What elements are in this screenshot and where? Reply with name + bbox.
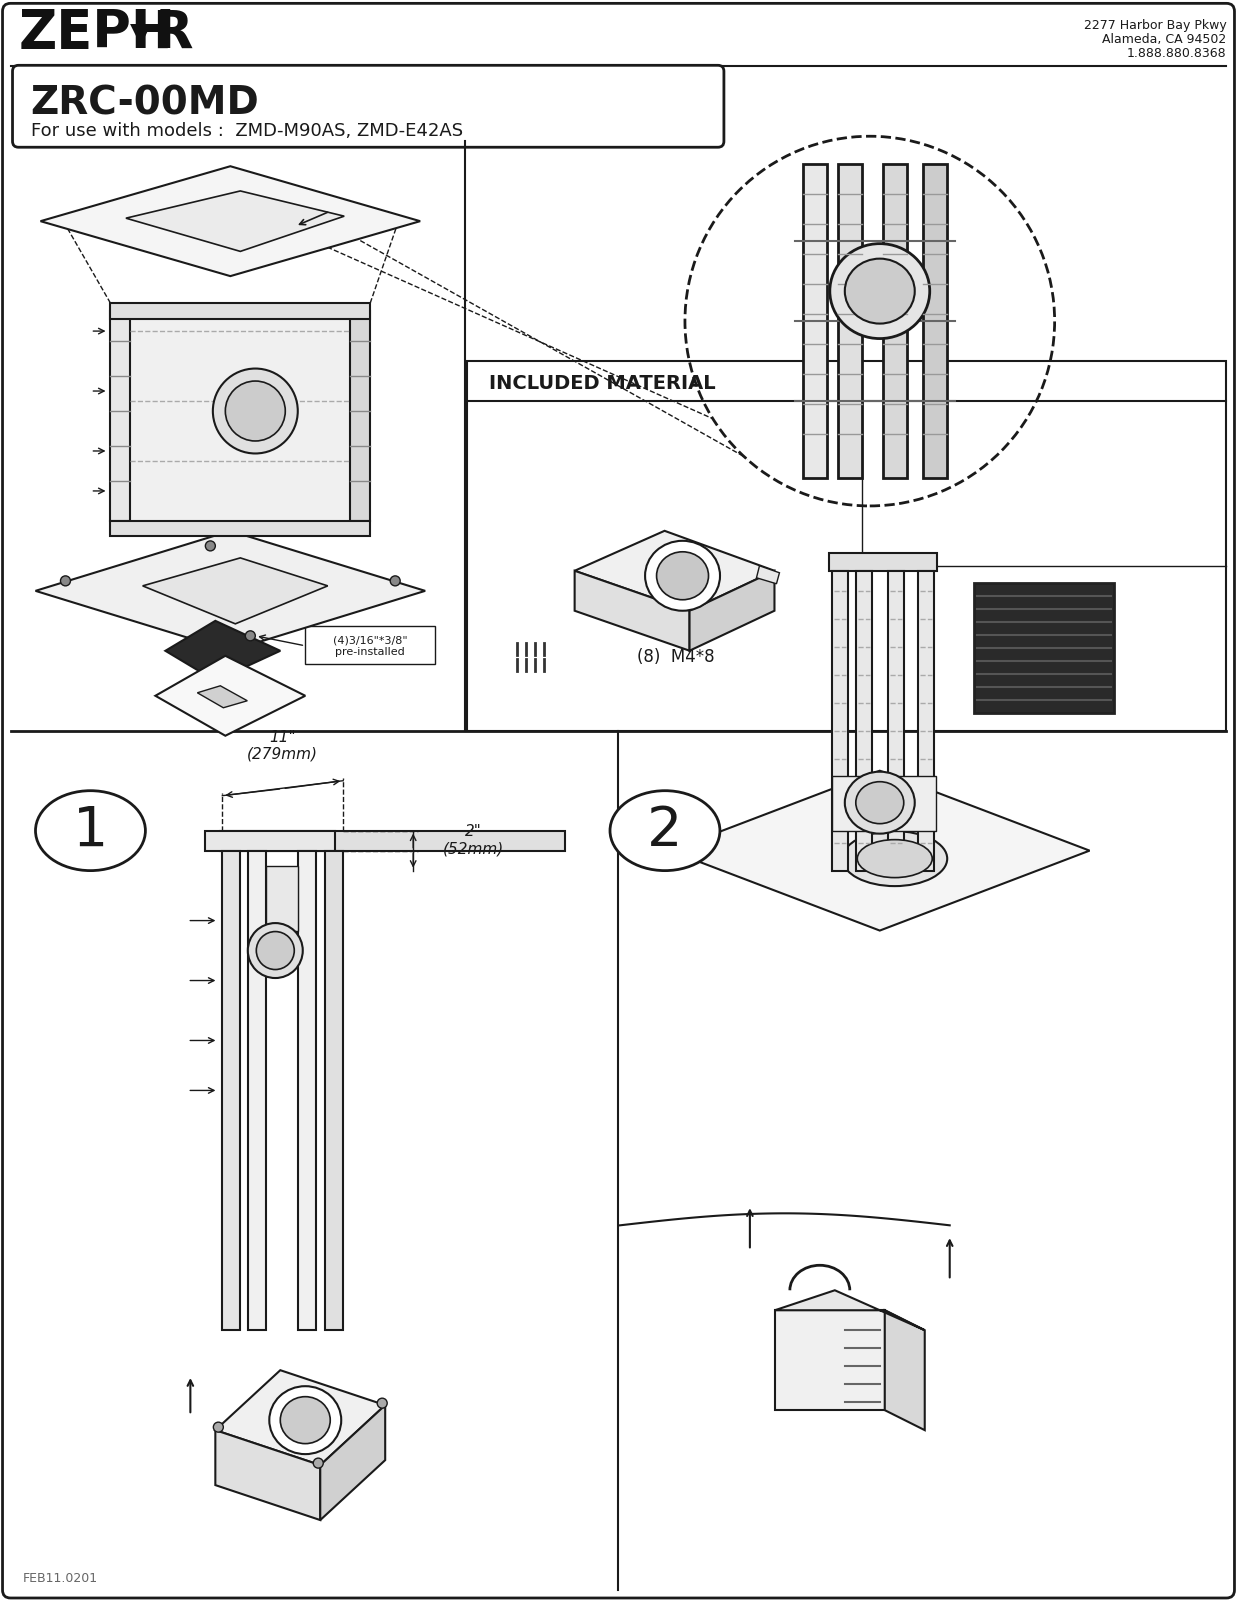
FancyBboxPatch shape <box>12 66 724 147</box>
Polygon shape <box>298 851 317 1330</box>
Ellipse shape <box>657 552 709 600</box>
Text: 1: 1 <box>73 803 108 858</box>
Circle shape <box>377 1398 387 1408</box>
Text: 2: 2 <box>647 803 683 858</box>
Text: ZEPH: ZEPH <box>19 8 176 59</box>
Circle shape <box>685 136 1055 506</box>
Text: (8)  M4*8: (8) M4*8 <box>637 648 715 666</box>
Ellipse shape <box>830 243 930 339</box>
Bar <box>829 554 936 571</box>
Circle shape <box>205 541 215 550</box>
Ellipse shape <box>857 840 933 878</box>
Text: For use with models :  ZMD-M90AS, ZMD-E42AS: For use with models : ZMD-M90AS, ZMD-E42… <box>31 122 463 141</box>
Bar <box>975 584 1115 714</box>
Polygon shape <box>110 522 370 536</box>
Ellipse shape <box>213 368 298 453</box>
Polygon shape <box>166 621 281 680</box>
Circle shape <box>390 576 401 586</box>
Text: 2"
(52mm): 2" (52mm) <box>443 824 503 858</box>
Text: ZRC-00MD: ZRC-00MD <box>31 85 260 122</box>
Bar <box>306 626 435 664</box>
Polygon shape <box>110 310 130 522</box>
Polygon shape <box>215 1370 385 1466</box>
Polygon shape <box>205 830 335 851</box>
Polygon shape <box>156 656 306 736</box>
Polygon shape <box>757 566 779 584</box>
Text: (4)3/16"*3/8"
pre-installed: (4)3/16"*3/8" pre-installed <box>333 635 407 656</box>
Circle shape <box>213 1422 224 1432</box>
Polygon shape <box>918 571 934 870</box>
Bar <box>220 830 565 851</box>
Polygon shape <box>923 163 946 478</box>
Polygon shape <box>837 163 862 478</box>
Ellipse shape <box>644 541 720 611</box>
Ellipse shape <box>225 381 286 442</box>
Ellipse shape <box>256 931 294 970</box>
Polygon shape <box>774 1290 925 1330</box>
Polygon shape <box>142 558 328 624</box>
Polygon shape <box>575 531 774 611</box>
Ellipse shape <box>281 1397 330 1443</box>
FancyBboxPatch shape <box>2 3 1235 1598</box>
Text: ▼: ▼ <box>130 19 152 48</box>
Polygon shape <box>774 1310 884 1410</box>
Text: 1.888.880.8368: 1.888.880.8368 <box>1127 46 1226 59</box>
Polygon shape <box>110 302 370 318</box>
Polygon shape <box>320 1405 385 1520</box>
Polygon shape <box>883 163 907 478</box>
Polygon shape <box>215 1430 320 1520</box>
Polygon shape <box>831 776 935 830</box>
Polygon shape <box>575 571 689 651</box>
Polygon shape <box>36 531 426 651</box>
Ellipse shape <box>36 790 146 870</box>
Text: FEB11.0201: FEB11.0201 <box>22 1571 98 1584</box>
Text: Alameda, CA 94502: Alameda, CA 94502 <box>1102 34 1226 46</box>
Polygon shape <box>130 310 350 522</box>
Ellipse shape <box>247 923 303 978</box>
Ellipse shape <box>856 782 904 824</box>
Polygon shape <box>41 166 421 277</box>
Polygon shape <box>689 571 774 651</box>
Polygon shape <box>803 163 826 478</box>
Ellipse shape <box>845 771 914 834</box>
Polygon shape <box>249 851 266 1330</box>
Polygon shape <box>266 866 298 931</box>
Ellipse shape <box>270 1386 341 1454</box>
Text: INCLUDED MATERIAL: INCLUDED MATERIAL <box>489 373 715 392</box>
Polygon shape <box>888 571 904 870</box>
Polygon shape <box>856 571 872 870</box>
Ellipse shape <box>845 259 914 323</box>
Ellipse shape <box>610 790 720 870</box>
Polygon shape <box>198 686 247 707</box>
Ellipse shape <box>842 830 948 886</box>
Polygon shape <box>831 571 847 870</box>
Bar <box>468 362 1226 731</box>
Text: 2277 Harbor Bay Pkwy: 2277 Harbor Bay Pkwy <box>1084 19 1226 32</box>
Circle shape <box>313 1458 323 1469</box>
Polygon shape <box>223 851 240 1330</box>
Text: R: R <box>152 8 193 59</box>
Polygon shape <box>884 1310 925 1430</box>
Polygon shape <box>350 310 370 522</box>
Text: 11"
(279mm): 11" (279mm) <box>247 730 318 762</box>
Circle shape <box>245 630 255 642</box>
Polygon shape <box>325 851 343 1330</box>
Polygon shape <box>126 190 344 251</box>
Circle shape <box>61 576 71 586</box>
Polygon shape <box>670 771 1090 931</box>
